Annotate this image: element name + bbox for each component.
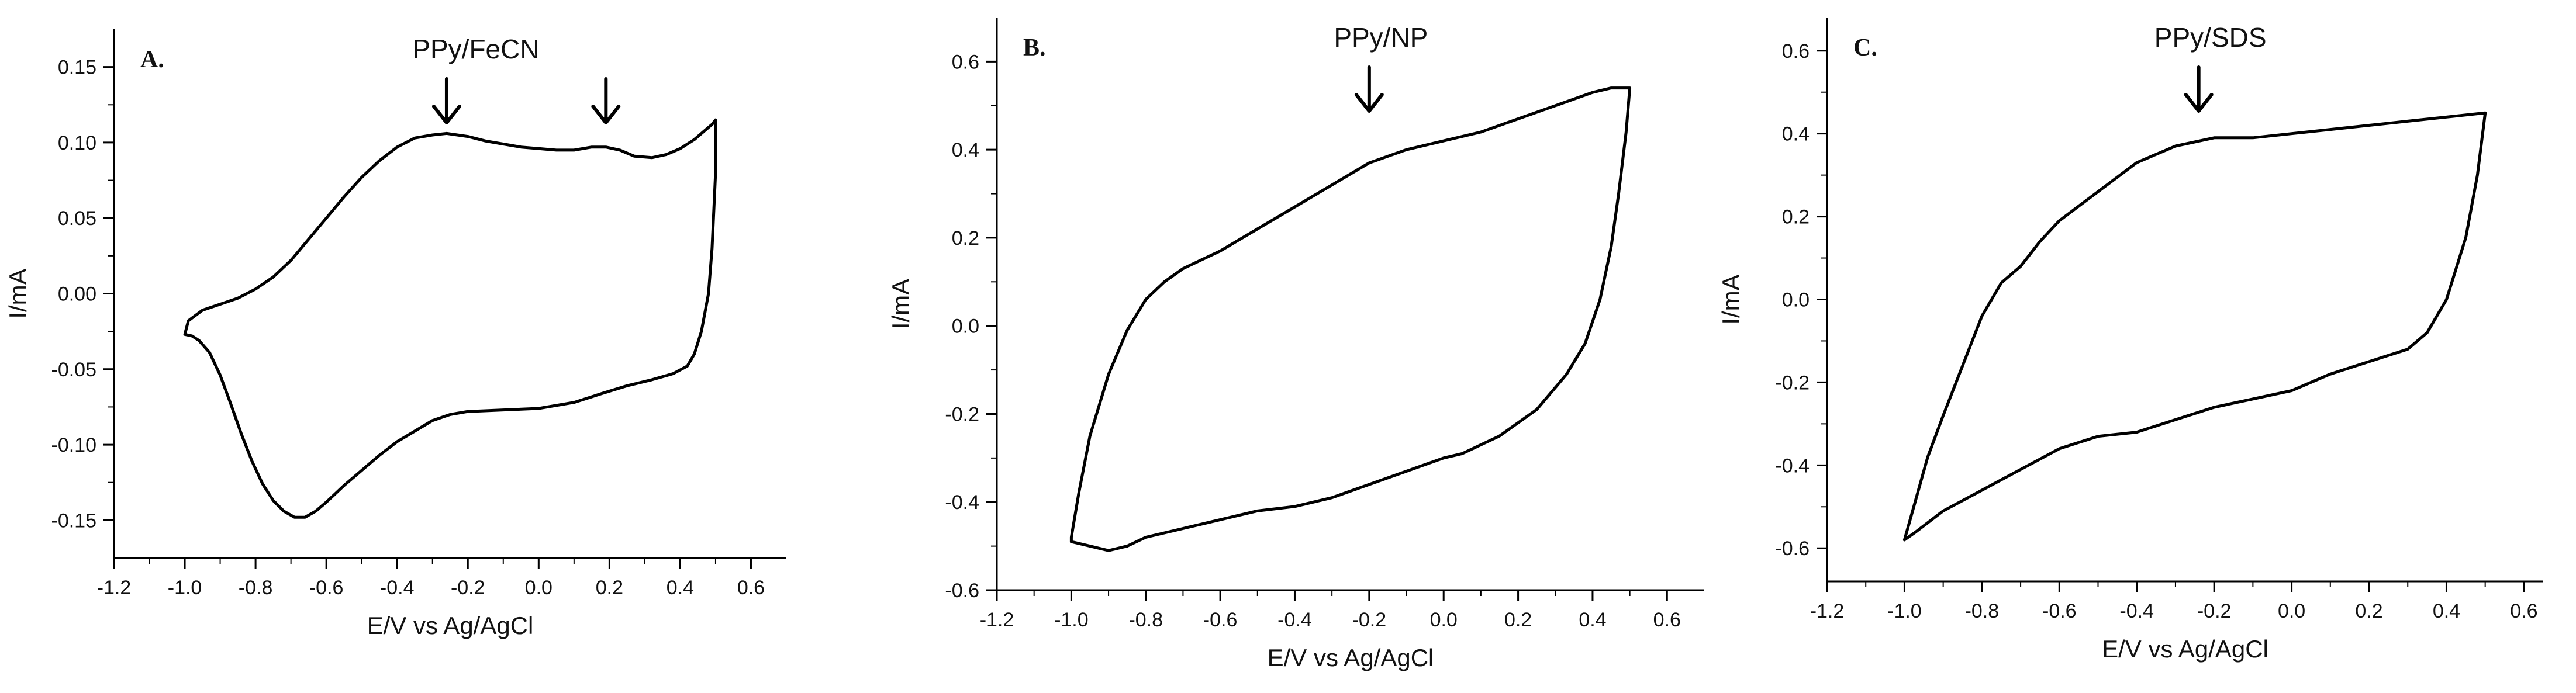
- panel-b-y-tick-label: -0.4: [945, 491, 979, 514]
- panel-b-x-axis-title: E/V vs Ag/AgCl: [1268, 644, 1434, 671]
- panel-b-x-tick-label: -0.8: [1128, 609, 1163, 631]
- panel-b-title: PPy/NP: [1334, 22, 1428, 53]
- panel-b-y-tick-label: 0.4: [952, 139, 979, 161]
- panel-b-x-tick-label: -0.2: [1352, 609, 1387, 631]
- panel-b-x-tick-label: -1.2: [980, 609, 1014, 631]
- panel-c-x-tick-label: -0.6: [2042, 600, 2077, 622]
- panel-a-y-tick-label: 0.00: [58, 283, 96, 306]
- panel-b: -1.2 -1.0 -0.8 -0.6 -0.4 -0.2 0.0 0.2 0.4 0.6 -0.6…: [887, 18, 1704, 671]
- panel-c-y-tick-label: -0.4: [1775, 455, 1810, 477]
- panel-b-cv-curve: [1069, 86, 1632, 552]
- panel-a-arrows: [431, 77, 621, 124]
- panel-a-peak-arrow: [431, 77, 461, 124]
- panel-c-x-tick-label: 0.2: [2355, 600, 2382, 622]
- panel-a-x-tick-label: -0.4: [380, 577, 415, 599]
- panel-a-x-tick-label: -1.2: [97, 577, 132, 599]
- panel-a-x-tick-label: -0.8: [239, 577, 273, 599]
- panel-c-x-tick-label: -1.0: [1887, 600, 1922, 622]
- panel-a-y-tick-label: 0.05: [58, 207, 96, 230]
- panel-a-y-tick-label: 0.15: [58, 57, 96, 79]
- panel-b-peak-arrow: [1354, 65, 1384, 113]
- panel-a-y-tick-label: 0.10: [58, 132, 96, 154]
- panel-c-y-tick-label: -0.2: [1775, 372, 1810, 394]
- panel-c: -1.2 -1.0 -0.8 -0.6 -0.4 -0.2 0.0 0.2 0.4 0.6 -0.6…: [1717, 18, 2543, 663]
- panel-a-x-tick-label: -0.2: [451, 577, 485, 599]
- panel-c-x-tick-label: -0.4: [2119, 600, 2154, 622]
- panel-a-ticks: -1.2 -1.0 -0.8 -0.6 -0.4 -0.2 0.0 0.2 0.4 0.6 -0.1…: [51, 57, 765, 599]
- panel-c-x-tick-label: 0.0: [2278, 600, 2305, 622]
- panel-b-y-tick-label: 0.6: [952, 51, 979, 73]
- panel-a-peak-arrow: [591, 77, 621, 124]
- panel-c-x-tick-label: -0.2: [2197, 600, 2232, 622]
- panel-c-y-tick-label: 0.6: [1782, 40, 1810, 63]
- panel-b-x-tick-label: -0.6: [1203, 609, 1238, 631]
- panel-c-x-axis-title: E/V vs Ag/AgCl: [2102, 635, 2268, 663]
- panel-b-x-tick-label: 0.4: [1579, 609, 1606, 631]
- panel-b-y-axis-title: I/mA: [887, 279, 914, 329]
- panel-a-x-tick-label: 0.4: [667, 577, 694, 599]
- panel-a-x-tick-label: 0.6: [737, 577, 765, 599]
- panel-b-arrows: [1354, 65, 1384, 113]
- panel-a-label: A.: [140, 46, 164, 73]
- panel-a-x-tick-label: -1.0: [168, 577, 202, 599]
- panel-c-y-tick-label: 0.0: [1782, 289, 1810, 311]
- panel-c-y-tick-label: 0.2: [1782, 206, 1810, 228]
- panel-a: -1.2 -1.0 -0.8 -0.6 -0.4 -0.2 0.0 0.2 0.4 0.6 -0.1…: [4, 29, 786, 639]
- panel-b-y-tick-label: -0.6: [945, 580, 979, 602]
- panel-a-x-axis-title: E/V vs Ag/AgCl: [367, 612, 534, 639]
- panel-a-title: PPy/FeCN: [412, 34, 539, 64]
- panel-a-y-axis-title: I/mA: [4, 268, 32, 318]
- panel-a-y-tick-label: -0.05: [51, 359, 97, 381]
- panel-c-y-tick-label: 0.4: [1782, 123, 1810, 145]
- panel-c-x-tick-label: -0.8: [1965, 600, 2000, 622]
- panel-c-title: PPy/SDS: [2154, 22, 2267, 53]
- panel-c-x-tick-label: 0.4: [2433, 600, 2460, 622]
- panel-c-x-tick-label: -1.2: [1810, 600, 1845, 622]
- panel-b-x-tick-label: -0.4: [1277, 609, 1312, 631]
- panel-b-label: B.: [1023, 34, 1046, 61]
- panel-c-ticks: -1.2 -1.0 -0.8 -0.6 -0.4 -0.2 0.0 0.2 0.4 0.6 -0.6…: [1775, 40, 2537, 622]
- panel-a-y-tick-label: -0.15: [51, 510, 97, 532]
- panel-c-arrows: [2184, 65, 2214, 113]
- panel-b-x-tick-label: 0.2: [1504, 609, 1532, 631]
- panel-b-ticks: -1.2 -1.0 -0.8 -0.6 -0.4 -0.2 0.0 0.2 0.4 0.6 -0.6…: [945, 51, 1681, 631]
- panel-c-peak-arrow: [2184, 65, 2214, 113]
- panel-b-y-tick-label: 0.2: [952, 227, 979, 250]
- panel-c-cv-curve: [1902, 111, 2487, 542]
- panel-c-x-tick-label: 0.6: [2510, 600, 2537, 622]
- panel-b-x-tick-label: -1.0: [1054, 609, 1089, 631]
- panel-a-x-tick-label: 0.2: [596, 577, 623, 599]
- panel-b-y-tick-label: 0.0: [952, 316, 979, 338]
- panel-b-x-tick-label: 0.0: [1430, 609, 1458, 631]
- panel-a-y-tick-label: -0.10: [51, 434, 97, 456]
- panel-b-x-tick-label: 0.6: [1653, 609, 1681, 631]
- panel-c-y-axis-title: I/mA: [1717, 274, 1745, 324]
- panel-a-x-tick-label: 0.0: [525, 577, 553, 599]
- panel-c-y-tick-label: -0.6: [1775, 538, 1810, 560]
- panel-a-cv-curve: [183, 118, 717, 519]
- panel-c-label: C.: [1853, 34, 1877, 61]
- panel-a-x-tick-label: -0.6: [309, 577, 344, 599]
- panel-b-y-tick-label: -0.2: [945, 403, 979, 425]
